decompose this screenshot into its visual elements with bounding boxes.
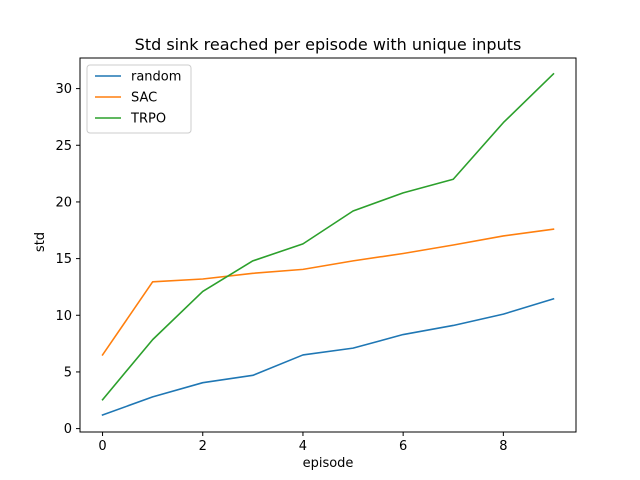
- series-line-sac: [101, 228, 555, 357]
- x-tick-label: 0: [98, 439, 106, 454]
- x-tick-label: 4: [299, 439, 307, 454]
- y-tick-label: 20: [55, 195, 72, 210]
- x-tick-label: 2: [199, 439, 207, 454]
- x-tick-label: 8: [499, 439, 507, 454]
- plot-area: [101, 72, 555, 417]
- series-line-random: [101, 297, 555, 417]
- y-tick-label: 25: [55, 139, 72, 154]
- legend-label-sac: SAC: [131, 91, 157, 106]
- y-tick-label: 10: [55, 309, 72, 324]
- plot-frame: [79, 57, 577, 433]
- legend-box: [86, 64, 192, 134]
- legend-label-trpo: TRPO: [130, 112, 166, 127]
- legend-label-random: random: [131, 70, 181, 85]
- y-tick-label: 5: [64, 365, 72, 380]
- y-tick-label: 0: [64, 422, 72, 437]
- y-tick-label: 15: [55, 252, 72, 267]
- series-line-trpo: [101, 72, 555, 401]
- x-tick-label: 6: [399, 439, 407, 454]
- y-tick-label: 30: [55, 82, 72, 97]
- chart-title: Std sink reached per episode with unique…: [135, 35, 522, 54]
- y-axis-label: std: [33, 232, 48, 252]
- x-axis-label: episode: [303, 456, 354, 471]
- x-axis: 0 2 4 6 8: [98, 432, 507, 454]
- y-axis: 0 5 10 15 20 25 30: [55, 82, 80, 437]
- legend: random SAC TRPO: [86, 64, 192, 134]
